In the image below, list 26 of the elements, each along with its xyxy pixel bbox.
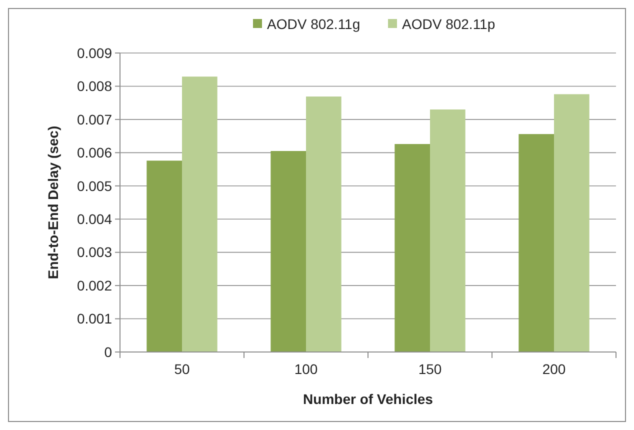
bar [270, 151, 306, 352]
y-tick-label: 0.008 [76, 78, 112, 94]
x-tick-label: 150 [418, 361, 442, 377]
bar [146, 160, 182, 352]
x-tick-label: 50 [174, 361, 190, 377]
bar [554, 94, 590, 352]
bar [306, 96, 342, 352]
y-tick-label: 0.009 [76, 44, 112, 61]
y-tick-label: 0.005 [76, 178, 112, 194]
y-tick-label: 0.006 [76, 144, 112, 161]
bar [430, 109, 466, 352]
bar [518, 134, 554, 352]
legend-label: AODV 802.11g [267, 16, 360, 32]
y-tick-label: 0.004 [76, 211, 112, 228]
bar [394, 144, 430, 352]
y-tick-label: 0.003 [76, 244, 112, 260]
y-tick-label: 0.002 [76, 277, 112, 294]
y-tick-label: 0.001 [76, 310, 112, 327]
y-tick-label: 0.007 [76, 111, 112, 128]
bar [182, 76, 218, 352]
y-tick-label: 0 [104, 344, 112, 360]
y-axis-title: End-to-End Delay (sec) [45, 126, 61, 280]
legend-label: AODV 802.11p [402, 16, 496, 32]
x-axis-title: Number of Vehicles [303, 391, 434, 407]
x-tick-label: 200 [542, 361, 566, 377]
x-tick-label: 100 [294, 361, 318, 377]
